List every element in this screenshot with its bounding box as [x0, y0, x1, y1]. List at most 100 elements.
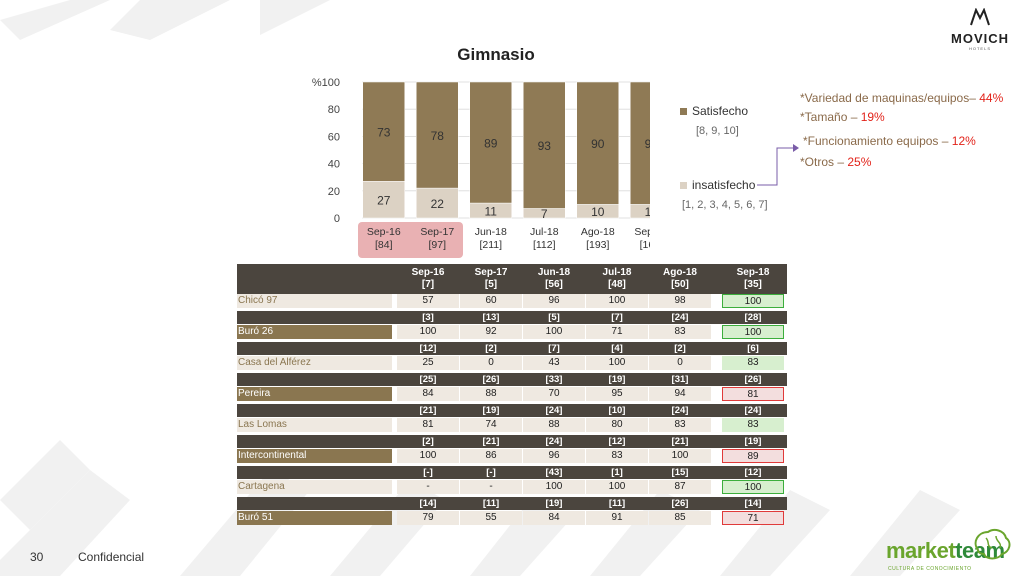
legend-label-satisfecho: Satisfecho [692, 104, 749, 118]
count-cell: [4] [611, 343, 623, 354]
count-cell: [2] [674, 343, 686, 354]
value-cell: - [460, 480, 522, 494]
count-cell: [24] [545, 436, 563, 447]
legend-label-insatisfecho: insatisfecho [692, 178, 756, 192]
value-cell: 96 [523, 449, 585, 463]
x-tick-count: [211] [479, 239, 502, 251]
count-cell: [19] [545, 498, 563, 509]
value-cell: 85 [649, 511, 711, 525]
movich-logo: MOVICH HOTELS [940, 7, 1020, 51]
value-cell: 100 [397, 325, 459, 339]
value-cell: 60 [460, 294, 522, 308]
hotel-name: Cartagena [237, 480, 392, 494]
latest-value-cell: 89 [722, 449, 784, 463]
latest-value-cell: 100 [722, 325, 784, 339]
count-cell: [7] [611, 312, 623, 323]
count-cell: [43] [545, 467, 563, 478]
count-cell: [31] [671, 374, 689, 385]
count-cell: [14] [419, 498, 437, 509]
count-cell: [2] [422, 436, 434, 447]
x-tick-count: [97] [428, 239, 446, 251]
header-count: [48] [608, 279, 626, 290]
latest-value-cell: 100 [722, 294, 784, 308]
bar-value-label: 90 [591, 137, 605, 151]
bar-value-label: 73 [377, 126, 391, 140]
marketteam-tagline: CULTURA DE CONOCIMIENTO [888, 566, 972, 572]
annotation-text: *Tamaño – [800, 110, 861, 124]
header-count: [50] [671, 279, 689, 290]
header-period: Sep-16 [411, 267, 445, 278]
count-cell: [33] [545, 374, 563, 385]
value-cell: 98 [649, 294, 711, 308]
latest-value-cell: 81 [722, 387, 784, 401]
y-tick-label: %100 [312, 77, 340, 89]
value-cell: 87 [649, 480, 711, 494]
value-cell: 55 [460, 511, 522, 525]
brain-icon [974, 529, 1011, 560]
header-period: Sep-17 [474, 267, 508, 278]
legend-range-satisfecho: [8, 9, 10] [696, 125, 739, 137]
count-cell: [12] [419, 343, 437, 354]
legend-insatisfecho: insatisfecho [680, 178, 755, 192]
value-cell: 74 [460, 418, 522, 432]
bar-insatisfecho [630, 204, 650, 219]
count-cell: [19] [744, 436, 762, 447]
header-count: [5] [484, 279, 498, 290]
x-tick-label: Jun-18 [475, 226, 507, 238]
value-cell: 100 [523, 480, 585, 494]
value-cell: 100 [586, 356, 648, 370]
y-tick-label: 80 [328, 104, 340, 116]
value-cell: 83 [649, 418, 711, 432]
count-cell: [5] [548, 312, 560, 323]
count-cell: [24] [545, 405, 563, 416]
latest-value-cell: 71 [722, 511, 784, 525]
hotel-name: Buró 51 [237, 511, 392, 525]
x-tick-label: Sep-17 [420, 226, 454, 238]
value-cell: 100 [523, 325, 585, 339]
count-cell: [10] [608, 405, 626, 416]
annotation-pct: 44% [979, 91, 1004, 105]
value-cell: 86 [460, 449, 522, 463]
movich-emblem-icon [970, 7, 990, 26]
connector-arrow-icon [757, 144, 799, 186]
count-cell: [3] [422, 312, 434, 323]
bar-value-label: 90 [645, 137, 650, 151]
bar-value-label: 27 [377, 194, 391, 208]
count-cell: [6] [747, 343, 759, 354]
highlighted-period-background [358, 222, 463, 258]
count-cell: [14] [744, 498, 762, 509]
x-tick-label: Jul-18 [530, 226, 559, 238]
value-cell: - [397, 480, 459, 494]
header-period: Sep-18 [736, 267, 770, 278]
value-cell: 81 [397, 418, 459, 432]
count-row [237, 311, 787, 324]
header-period: Jul-18 [602, 267, 632, 278]
annotation-pct: 25% [847, 155, 872, 169]
x-tick-count: [84] [375, 239, 393, 251]
bar-satisfecho [630, 81, 650, 205]
count-cell: [-] [423, 467, 433, 478]
annotation-funcionamiento: *Funcionamiento equipos – 12% [803, 134, 976, 148]
latest-value-cell: 100 [722, 480, 784, 494]
bar-value-label: 93 [538, 139, 552, 153]
count-cell: [26] [744, 374, 762, 385]
bar-value-label: 89 [484, 137, 498, 151]
count-cell: [7] [548, 343, 560, 354]
value-cell: 100 [397, 449, 459, 463]
value-cell: 43 [523, 356, 585, 370]
value-cell: 95 [586, 387, 648, 401]
count-cell: [12] [608, 436, 626, 447]
count-cell: [26] [671, 498, 689, 509]
bar-satisfecho [576, 81, 619, 205]
annotation-pct: 19% [860, 110, 885, 124]
x-tick-count: [112] [533, 239, 556, 251]
bar-value-label: 11 [485, 205, 498, 219]
count-row [237, 404, 787, 417]
count-cell: [24] [671, 405, 689, 416]
value-cell: 70 [523, 387, 585, 401]
value-cell: 71 [586, 325, 648, 339]
annotation-text: *Funcionamiento equipos – [803, 134, 952, 148]
bar-insatisfecho [362, 181, 405, 219]
bar-value-label: 78 [431, 129, 445, 143]
x-tick-count: [164] [640, 239, 650, 251]
